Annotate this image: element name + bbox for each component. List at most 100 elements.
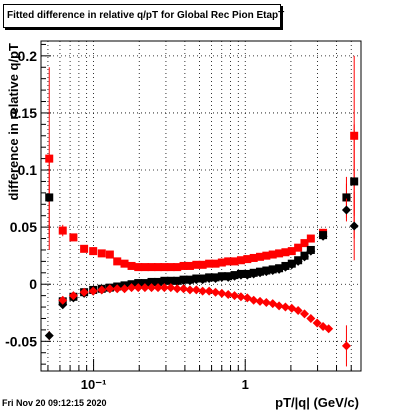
data-point-diamond: [211, 287, 221, 297]
data-point-diamond: [299, 309, 309, 319]
data-point-square: [249, 253, 258, 262]
data-point-square: [140, 263, 149, 272]
data-point-diamond: [306, 246, 316, 256]
data-point-square: [80, 244, 89, 253]
data-point-diamond: [44, 331, 54, 341]
chart-title: Fitted difference in relative q/pT for G…: [3, 4, 284, 28]
data-point-square: [268, 250, 277, 259]
data-point-diamond: [236, 292, 246, 302]
data-point-diamond: [280, 302, 290, 312]
data-point-square: [275, 249, 284, 258]
data-point-diamond: [127, 283, 137, 293]
data-point-square: [69, 233, 78, 242]
data-point-square: [160, 263, 169, 272]
data-point-diamond: [166, 277, 176, 287]
y-tick-label: 0.2: [18, 48, 38, 64]
data-point-square: [127, 261, 136, 270]
data-point-diamond: [153, 278, 163, 288]
data-point-diamond: [349, 221, 359, 231]
data-point-diamond: [191, 275, 201, 285]
data-point-square: [217, 258, 226, 267]
data-point-diamond: [198, 275, 208, 285]
grid-lines: [41, 41, 361, 371]
y-tick-label: 0: [29, 276, 37, 292]
data-point-diamond: [217, 288, 227, 298]
data-point-square: [179, 261, 188, 270]
data-point-diamond: [255, 268, 265, 278]
data-point-square: [166, 263, 175, 272]
data-point-diamond: [88, 286, 98, 296]
data-point-diamond: [293, 256, 303, 266]
axes: 10⁻¹ 1 -0.05 0 0.05 0.1 0.15 0.2: [5, 43, 352, 392]
data-point-square: [243, 255, 252, 264]
data-point-diamond: [204, 274, 214, 284]
data-point-square: [281, 248, 290, 257]
data-point-diamond: [255, 296, 265, 306]
plot-frame: [40, 40, 362, 372]
data-point-diamond: [112, 284, 122, 294]
data-point-diamond: [230, 291, 240, 301]
data-point-diamond: [120, 284, 130, 294]
data-point-diamond: [191, 285, 201, 295]
data-point-diamond: [274, 301, 284, 311]
data-point-square: [350, 177, 359, 186]
data-point-diamond: [230, 271, 240, 281]
data-point-square: [236, 256, 245, 265]
data-point-diamond: [185, 276, 195, 286]
data-point-diamond: [324, 324, 334, 334]
data-point-diamond: [261, 297, 271, 307]
data-point-diamond: [249, 295, 259, 305]
data-point-diamond: [133, 283, 143, 293]
data-point-diamond: [153, 283, 163, 293]
data-point-diamond: [172, 277, 182, 287]
data-point-square: [262, 251, 271, 260]
y-tick-label: 0.15: [10, 105, 37, 121]
data-point-square: [89, 247, 98, 256]
data-point-square: [230, 257, 239, 266]
data-point-diamond: [159, 277, 169, 287]
data-point-diamond: [97, 285, 107, 295]
y-axis-label: difference in relative q/pT: [6, 43, 21, 201]
data-point-square: [211, 259, 220, 268]
data-point-diamond: [236, 270, 246, 280]
data-point-square: [224, 257, 233, 266]
data-point-diamond: [261, 267, 271, 277]
data-point-diamond: [341, 341, 351, 351]
data-point-diamond: [147, 283, 157, 293]
data-point-diamond: [312, 318, 322, 328]
data-point-square: [45, 193, 54, 202]
data-point-square: [300, 239, 309, 248]
y-tick-label: 0.05: [10, 219, 37, 235]
data-point-diamond: [293, 305, 303, 315]
data-point-square: [97, 249, 106, 258]
data-point-diamond: [249, 269, 259, 279]
data-point-diamond: [179, 276, 189, 286]
data-point-diamond: [147, 278, 157, 288]
data-point-square: [294, 243, 303, 252]
data-point-square: [113, 257, 122, 266]
data-point-diamond: [166, 283, 176, 293]
data-point-diamond: [179, 284, 189, 294]
data-point-square: [58, 226, 67, 235]
data-point-diamond: [105, 284, 115, 294]
data-point-square: [306, 234, 315, 243]
data-point-square: [205, 259, 214, 268]
data-point-diamond: [242, 270, 252, 280]
data-point-diamond: [58, 300, 68, 310]
data-point-square: [173, 263, 182, 272]
data-point-diamond: [79, 287, 89, 297]
data-point-diamond: [306, 313, 316, 323]
data-point-square: [120, 259, 129, 268]
data-point-diamond: [318, 231, 328, 241]
data-point-diamond: [172, 284, 182, 294]
data-point-square: [256, 252, 265, 261]
data-point-square: [192, 260, 201, 269]
data-point-diamond: [58, 295, 68, 305]
data-point-square: [198, 260, 207, 269]
data-point-square: [287, 247, 296, 256]
data-point-diamond: [68, 291, 78, 301]
data-point-square: [134, 263, 143, 272]
data-point-diamond: [223, 272, 233, 282]
data-point-diamond: [140, 283, 150, 293]
